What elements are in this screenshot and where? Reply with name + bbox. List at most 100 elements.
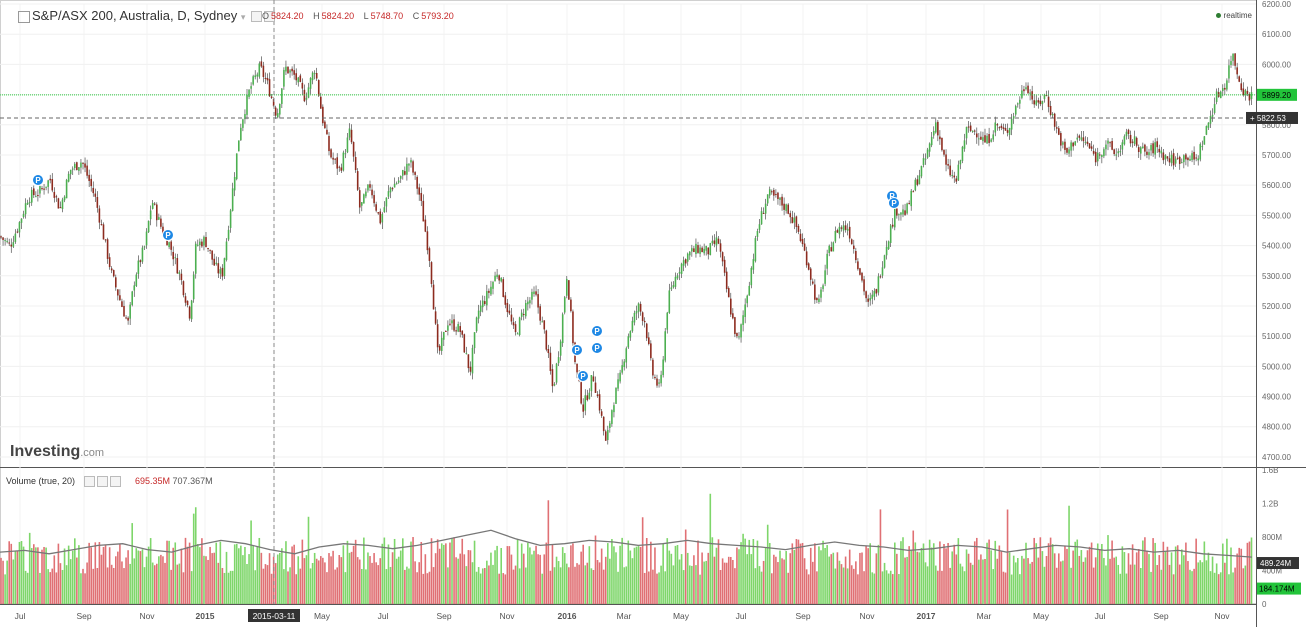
candle-body <box>799 233 802 242</box>
volume-bar <box>738 549 740 604</box>
volume-bar <box>932 543 935 604</box>
eye-icon[interactable] <box>83 476 95 488</box>
candle-body <box>602 416 605 432</box>
candle-body <box>1222 88 1224 91</box>
candle-body <box>820 289 822 298</box>
candle-body <box>637 303 640 312</box>
volume-bar <box>793 549 796 604</box>
volume-bar <box>742 533 744 604</box>
candle-body <box>762 212 765 214</box>
close-icon[interactable] <box>264 11 276 23</box>
volume-bar <box>57 543 60 604</box>
candle-body <box>225 241 228 260</box>
candle-body <box>90 178 92 187</box>
instrument-title[interactable]: S&P/ASX 200, Australia, D, Sydney ▾ <box>18 8 276 23</box>
candle-body <box>1033 100 1035 105</box>
candle-body <box>1236 67 1238 75</box>
volume-ma-tag-label: 489.24M <box>1260 559 1291 568</box>
volume-bar <box>197 544 199 604</box>
volume-bar <box>389 566 392 604</box>
candle-body <box>365 191 367 197</box>
volume-bar <box>611 539 613 604</box>
low-label: L <box>363 11 369 21</box>
candle-body <box>986 135 988 144</box>
candle-body <box>563 297 566 313</box>
volume-bar <box>1236 553 1238 604</box>
list-icon[interactable] <box>18 10 30 23</box>
candle-body <box>1207 122 1210 128</box>
volume-bar <box>106 567 109 604</box>
volume-bar <box>410 541 412 604</box>
volume-bar <box>912 530 915 604</box>
close-value: 5793.20 <box>421 11 454 21</box>
candle-body <box>139 260 142 263</box>
volume-bar <box>1084 557 1087 604</box>
candle-body <box>244 114 246 120</box>
volume-bar <box>479 573 482 604</box>
volume-bar <box>1201 562 1204 604</box>
candle-body <box>947 164 949 166</box>
candle-body <box>959 160 962 165</box>
settings-icon[interactable] <box>96 476 108 488</box>
candle-body <box>1156 141 1158 148</box>
candle-body <box>1080 137 1083 140</box>
candle-body <box>254 75 256 78</box>
volume-bar <box>110 564 113 604</box>
volume-bar <box>984 559 986 604</box>
candle-body <box>119 295 121 301</box>
time-tick-label: Jul <box>378 611 389 621</box>
volume-bar <box>149 538 152 604</box>
volume-bar <box>4 574 6 604</box>
candle-body <box>231 188 234 211</box>
volume-bar <box>1033 537 1035 604</box>
volume-bar <box>980 554 982 604</box>
volume-bar <box>635 546 638 604</box>
candle-body <box>227 229 230 240</box>
candle-body <box>750 267 753 286</box>
candle-body <box>123 305 125 317</box>
candle-body <box>412 161 414 173</box>
volume-bar <box>174 542 177 604</box>
volume-bar <box>332 550 334 604</box>
volume-bar <box>598 562 601 604</box>
last-price-tag <box>1257 88 1297 101</box>
candle-body <box>180 273 183 281</box>
candle-body <box>744 304 746 318</box>
settings-icon[interactable] <box>251 11 263 23</box>
chevron-down-icon[interactable]: ▾ <box>240 12 246 22</box>
candle-body <box>1244 90 1247 95</box>
volume-bar <box>988 539 990 604</box>
volume-title[interactable]: Volume (true, 20) <box>6 476 121 488</box>
volume-bar <box>961 566 964 604</box>
candle-body <box>1224 87 1226 90</box>
time-tick-label: Sep <box>436 611 451 621</box>
candle-body <box>703 248 705 254</box>
candle-body <box>836 230 839 233</box>
volume-bar <box>373 553 375 604</box>
volume-bar <box>1014 562 1017 604</box>
candle-body <box>168 242 170 248</box>
volume-bar <box>522 553 525 604</box>
volume-bar <box>1076 539 1079 604</box>
candle-body <box>69 169 72 175</box>
candle-body <box>803 243 806 251</box>
volume-bar <box>586 562 589 604</box>
split-marker-label: P <box>35 176 41 185</box>
volume-bar <box>930 547 933 604</box>
candle-body <box>1041 101 1044 105</box>
candle-body <box>527 301 529 305</box>
volume-tick-label: 800M <box>1262 533 1282 542</box>
candle-body <box>1246 90 1249 94</box>
time-tick-label: Sep <box>1153 611 1168 621</box>
candle-body <box>1115 154 1117 156</box>
candle-body <box>115 277 117 288</box>
volume-bar <box>471 562 474 604</box>
candle-body <box>1154 142 1156 155</box>
volume-bar <box>541 573 543 604</box>
candle-body <box>217 263 220 274</box>
volume-bar <box>746 554 748 604</box>
candle-body <box>135 274 138 286</box>
volume-bar <box>1064 546 1066 604</box>
close-icon[interactable] <box>109 476 121 488</box>
candle-body <box>289 70 291 73</box>
